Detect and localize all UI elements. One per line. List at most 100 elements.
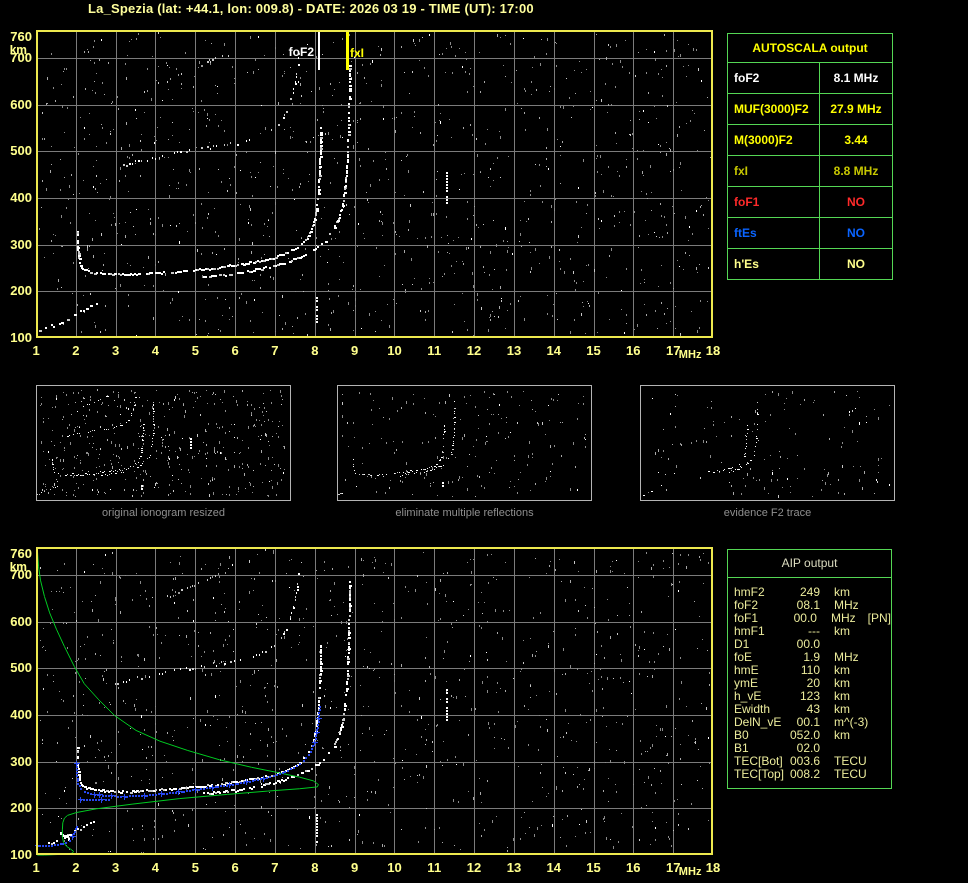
aip-row-label: hmF2 bbox=[734, 585, 765, 599]
aip-row-label: foF2 bbox=[734, 598, 759, 612]
aip-row-label: foE bbox=[734, 650, 753, 664]
aip-row: foF1 00.0 MHz [PN] bbox=[728, 612, 891, 625]
aip-row: hmE 110 km bbox=[728, 664, 891, 677]
aip-row-label: DelN_vE bbox=[734, 715, 782, 729]
aip-row: hmF1 --- km bbox=[728, 625, 891, 638]
ionogram-bottom-canvas bbox=[0, 541, 722, 883]
autoscala-row-value: NO bbox=[847, 226, 865, 240]
autoscala-row-label: foF1 bbox=[728, 187, 820, 217]
aip-row-value: 008.2 bbox=[789, 767, 820, 781]
autoscala-row-value: 8.8 MHz bbox=[833, 164, 879, 178]
aip-row-unit: TECU bbox=[834, 754, 867, 768]
aip-row: DelN_vE 00.1 m^(-3) bbox=[728, 716, 891, 729]
autoscala-row: fxI 8.8 MHz bbox=[728, 156, 892, 187]
thumbnail-eliminate-canvas bbox=[337, 385, 592, 501]
aip-row-value: 00.0 bbox=[793, 611, 817, 625]
thumbnail-caption: original ionogram resized bbox=[102, 507, 225, 519]
aip-row: B0 052.0 km bbox=[728, 729, 891, 742]
aip-row-unit: MHz bbox=[830, 611, 856, 625]
autoscala-row-label: M(3000)F2 bbox=[728, 125, 820, 155]
aip-row-unit: km bbox=[834, 585, 850, 599]
aip-row-label: ymE bbox=[734, 676, 758, 690]
aip-output-panel: AIP output hmF2 249 km foF2 08.1 MHz foF1 00.0 M… bbox=[727, 549, 892, 789]
aip-row-unit: km bbox=[834, 663, 850, 677]
aip-row-unit: MHz bbox=[834, 598, 859, 612]
autoscala-row: ftEs NO bbox=[728, 218, 892, 249]
autoscala-row-label: h'Es bbox=[728, 249, 820, 279]
aip-row-value: 02.0 bbox=[796, 741, 820, 755]
autoscala-row: h'Es NO bbox=[728, 249, 892, 279]
aip-row-value: 20 bbox=[806, 676, 820, 690]
aip-row-value: 003.6 bbox=[789, 754, 820, 768]
aip-row-value: 123 bbox=[799, 689, 820, 703]
autoscala-rows: foF2 8.1 MHz MUF(3000)F2 27.9 MHz M(3000)F2 3… bbox=[728, 63, 892, 279]
aip-row: D1 00.0 bbox=[728, 638, 891, 651]
autoscala-output-panel: AUTOSCALA output foF2 8.1 MHz MUF(3000)F2 2… bbox=[727, 33, 893, 280]
aip-row-unit: km bbox=[834, 676, 850, 690]
autoscala-row-label: ftEs bbox=[728, 218, 820, 248]
thumbnail-original-ionogram: original ionogram resized bbox=[36, 385, 291, 519]
thumbnail-eliminate-reflections: eliminate multiple reflections bbox=[337, 385, 592, 519]
aip-row-unit: km bbox=[834, 702, 850, 716]
autoscala-row: MUF(3000)F2 27.9 MHz bbox=[728, 94, 892, 125]
station-header: La_Spezia (lat: +44.1, lon: 009.8) - DAT… bbox=[88, 1, 534, 16]
aip-row-label: foF1 bbox=[734, 611, 759, 625]
autoscala-row-label: MUF(3000)F2 bbox=[728, 94, 820, 124]
autoscala-row: M(3000)F2 3.44 bbox=[728, 125, 892, 156]
fxi-marker-label: fxI bbox=[350, 46, 365, 60]
aip-row-value: 00.1 bbox=[796, 715, 820, 729]
thumbnail-evidence-f2: evidence F2 trace bbox=[640, 385, 895, 519]
aip-row: foE 1.9 MHz bbox=[728, 651, 891, 664]
autoscala-row-label: fxI bbox=[728, 156, 820, 186]
aip-row-label: B0 bbox=[734, 728, 749, 742]
aip-row: hmF2 249 km bbox=[728, 586, 891, 599]
aip-row: h_vE 123 km bbox=[728, 690, 891, 703]
aip-row-label: D1 bbox=[734, 637, 750, 651]
aip-row: ymE 20 km bbox=[728, 677, 891, 690]
aip-row-label: B1 bbox=[734, 741, 749, 755]
aip-row-unit bbox=[820, 742, 834, 755]
aip-row-value: 1.9 bbox=[803, 650, 820, 664]
aip-row-value: 249 bbox=[799, 585, 820, 599]
aip-row-unit: TECU bbox=[834, 767, 867, 781]
autoscala-row-value: NO bbox=[847, 195, 865, 209]
ionogram-top-canvas bbox=[0, 24, 722, 376]
aip-row-label: TEC[Bot] bbox=[734, 754, 783, 768]
aip-row-value: 43 bbox=[806, 702, 820, 716]
fof2-marker-label: foF2 bbox=[288, 45, 314, 59]
aip-row: foF2 08.1 MHz bbox=[728, 599, 891, 612]
aip-row-unit: km bbox=[834, 728, 850, 742]
aip-row-label: hmF1 bbox=[734, 624, 765, 638]
aip-row-note: [PN] bbox=[867, 611, 891, 625]
aip-row-unit: MHz bbox=[834, 650, 859, 664]
aip-row-label: Ewidth bbox=[734, 702, 771, 716]
autoscala-panel-title: AUTOSCALA output bbox=[728, 34, 892, 63]
autoscala-row-value: 3.44 bbox=[844, 133, 868, 147]
aip-rows: hmF2 249 km foF2 08.1 MHz foF1 00.0 MHz [PN] hmF1 -… bbox=[728, 578, 891, 788]
aip-row-unit: m^(-3) bbox=[834, 715, 869, 729]
aip-row-value: --- bbox=[808, 624, 820, 638]
aip-panel-title: AIP output bbox=[728, 550, 891, 578]
aip-row: Ewidth 43 km bbox=[728, 703, 891, 716]
aip-row: B1 02.0 bbox=[728, 742, 891, 755]
aip-row-value: 08.1 bbox=[796, 598, 820, 612]
aip-row-unit: km bbox=[834, 689, 850, 703]
thumbnail-original-canvas bbox=[36, 385, 291, 501]
autoscala-row: foF2 8.1 MHz bbox=[728, 63, 892, 94]
aip-row: TEC[Bot] 003.6 TECU bbox=[728, 755, 891, 768]
thumbnail-caption: evidence F2 trace bbox=[723, 507, 812, 519]
autoscala-row-value: NO bbox=[847, 257, 865, 271]
aip-row: TEC[Top] 008.2 TECU bbox=[728, 768, 891, 781]
autoscala-row-value: 8.1 MHz bbox=[833, 71, 879, 85]
thumbnail-caption: eliminate multiple reflections bbox=[395, 507, 534, 519]
aip-row-value: 110 bbox=[800, 663, 820, 677]
aip-row-value: 052.0 bbox=[789, 728, 820, 742]
aip-row-unit: km bbox=[834, 624, 850, 638]
aip-row-unit bbox=[820, 638, 834, 651]
aip-row-label: TEC[Top] bbox=[734, 767, 785, 781]
thumbnail-evidence-canvas bbox=[640, 385, 895, 501]
aip-row-label: h_vE bbox=[734, 689, 762, 703]
aip-row-value: 00.0 bbox=[796, 637, 820, 651]
aip-row-label: hmE bbox=[734, 663, 759, 677]
